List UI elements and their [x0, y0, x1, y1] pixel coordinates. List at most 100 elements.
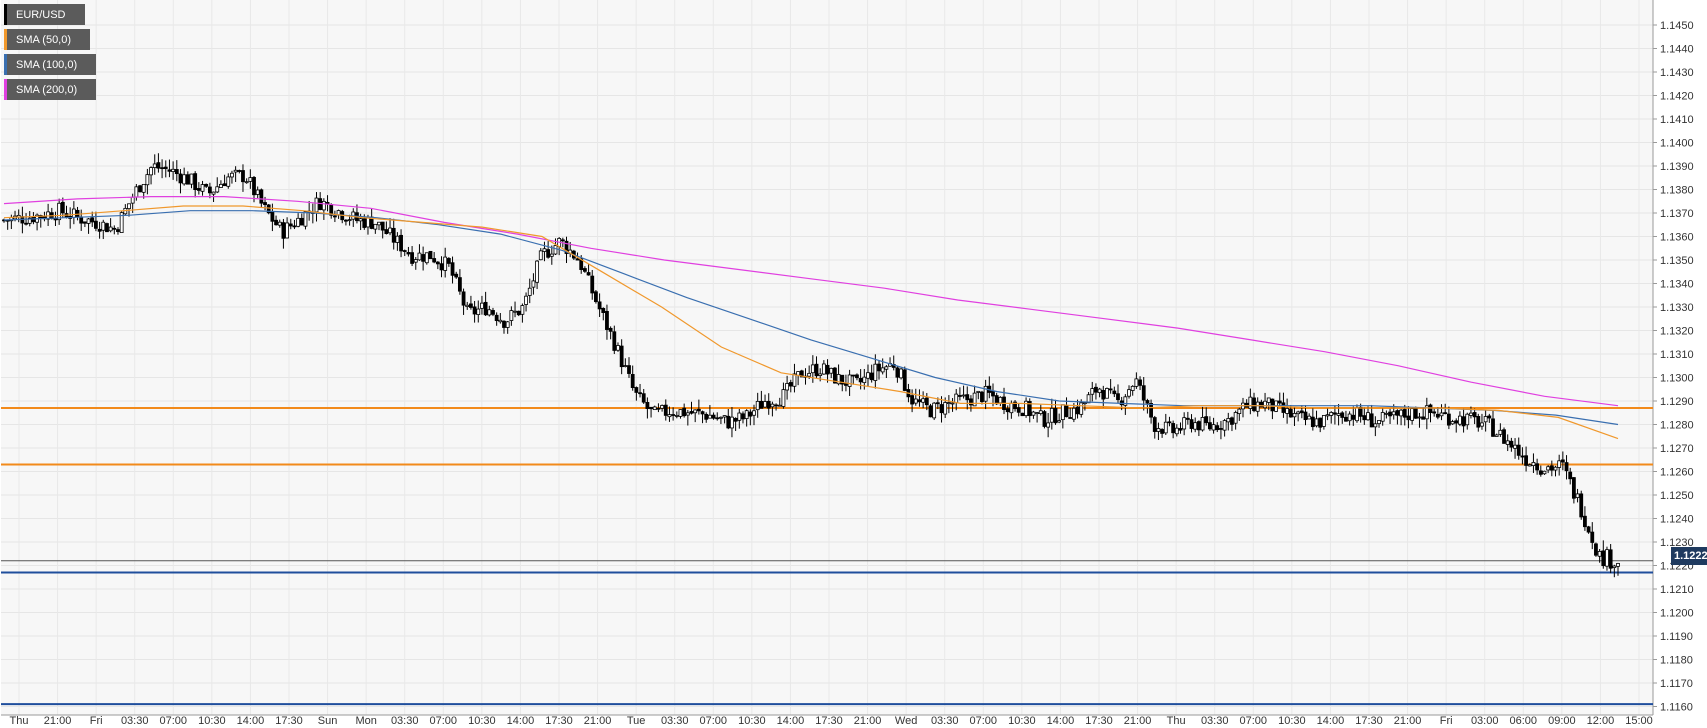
candle-body [733, 417, 738, 422]
candle-body [1310, 416, 1315, 428]
candle-body [627, 365, 631, 374]
candle-body [821, 363, 826, 375]
candle-body [777, 404, 782, 407]
candle-body [1395, 410, 1400, 416]
candle-body [152, 163, 157, 168]
candle-body [1446, 413, 1451, 426]
candle-body [358, 218, 363, 222]
candle-body [623, 365, 628, 368]
candle-body [494, 314, 499, 322]
candle-body [226, 176, 231, 187]
candle-body [252, 176, 256, 196]
x-tick-label: 15:00 [1625, 715, 1653, 727]
candle-body [781, 389, 786, 407]
candle-body [347, 219, 352, 222]
candle-body [237, 170, 242, 172]
candle-body [27, 217, 32, 224]
legend-item-sma100[interactable]: SMA (100,0) [4, 54, 96, 75]
candle-body [1579, 493, 1584, 518]
candle-body [1266, 397, 1271, 403]
candle-body [24, 222, 28, 225]
candle-body [766, 400, 771, 409]
y-tick-label: 1.1200 [1660, 608, 1694, 620]
x-tick-label: 07:00 [970, 715, 998, 727]
legend-swatch-sma100 [4, 54, 7, 75]
candle-body [384, 229, 389, 235]
candle-body [1605, 549, 1609, 567]
y-tick-label: 1.1240 [1660, 514, 1694, 526]
candle-body [1318, 417, 1323, 428]
y-tick-label: 1.1300 [1660, 373, 1694, 385]
candle-body [527, 287, 532, 296]
candle-body [259, 189, 264, 204]
candle-body [638, 392, 642, 395]
y-tick-label: 1.1280 [1660, 420, 1694, 432]
candle-body [1020, 412, 1025, 417]
candle-body [1388, 411, 1392, 417]
candle-body [502, 320, 506, 328]
candle-body [189, 173, 194, 185]
candle-body [1149, 403, 1153, 418]
candle-body [1156, 428, 1161, 432]
candle-body [435, 261, 440, 265]
candle-body [406, 252, 411, 255]
candle-body [1583, 515, 1587, 528]
candle-body [134, 186, 139, 198]
candle-body [1193, 422, 1198, 430]
candle-body [524, 295, 528, 305]
candle-body [160, 167, 164, 170]
candle-body [1226, 418, 1231, 423]
candle-body [935, 402, 940, 405]
candle-body [182, 174, 187, 185]
candle-body [215, 186, 220, 193]
candle-body [1351, 414, 1356, 420]
candle-body [101, 221, 106, 231]
x-tick-label: 07:00 [160, 715, 188, 727]
candle-body [185, 174, 190, 185]
legend-item-eurusd[interactable]: EUR/USD [4, 4, 85, 25]
candle-body [1340, 412, 1345, 418]
candle-body [465, 304, 470, 307]
candle-body [439, 263, 444, 271]
candle-body [1233, 412, 1238, 424]
candle-body [1105, 388, 1109, 399]
candle-body [641, 393, 646, 403]
candle-body [480, 302, 484, 309]
candle-body [112, 227, 117, 230]
candle-body [116, 229, 120, 232]
candle-body [303, 211, 308, 227]
candle-body [763, 401, 767, 408]
candle-body [1016, 407, 1021, 413]
candle-body [965, 394, 970, 401]
x-tick-label: 21:00 [44, 715, 72, 727]
candle-body [516, 310, 521, 316]
x-tick-label: 17:30 [275, 715, 303, 727]
candle-body [1163, 421, 1168, 434]
legend-item-sma50[interactable]: SMA (50,0) [4, 29, 90, 50]
candle-body [1538, 470, 1543, 475]
candle-body [774, 404, 778, 407]
candle-body [954, 393, 959, 404]
y-tick-label: 1.1350 [1660, 255, 1694, 267]
candle-body [807, 372, 812, 377]
x-tick-label: 14:00 [1317, 715, 1345, 727]
candle-body [1057, 420, 1062, 423]
candle-body [1123, 396, 1128, 406]
x-tick-label: 21:00 [584, 715, 612, 727]
legend-label-sma100: SMA (100,0) [16, 58, 78, 71]
candle-body [380, 221, 385, 231]
candle-body [957, 395, 962, 397]
candle-body [741, 413, 745, 420]
candle-body [1009, 402, 1014, 414]
candle-body [943, 402, 948, 415]
candle-body [1303, 411, 1308, 421]
candle-body [1270, 398, 1275, 412]
candle-body [1520, 455, 1525, 458]
candle-body [722, 415, 727, 418]
candle-body [167, 169, 172, 172]
candle-body [75, 209, 80, 217]
x-tick-label: 03:30 [121, 715, 149, 727]
candle-body [1281, 402, 1286, 413]
candle-body [1086, 394, 1091, 404]
legend-item-sma200[interactable]: SMA (200,0) [4, 79, 96, 100]
